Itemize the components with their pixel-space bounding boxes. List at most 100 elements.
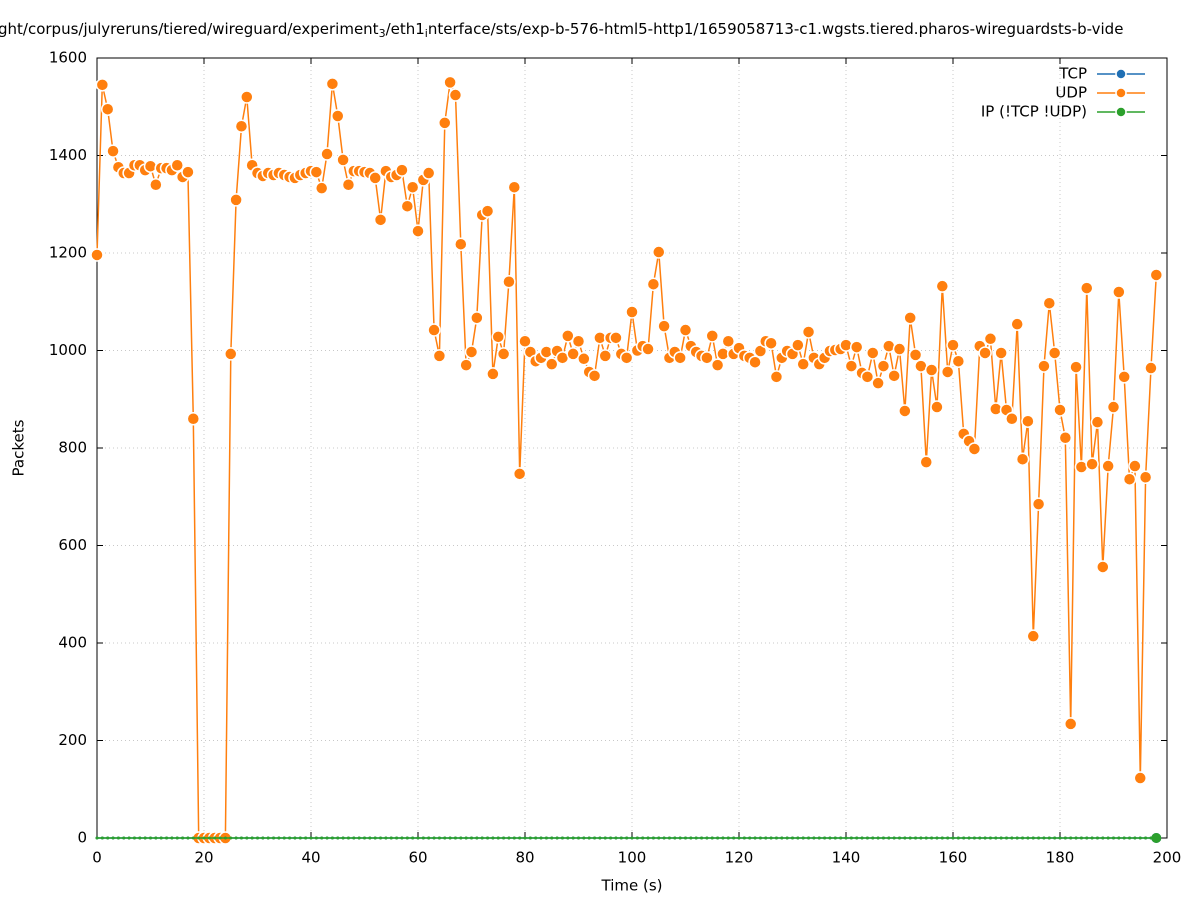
legend-marker [1115,87,1127,99]
data-point [946,836,950,840]
data-point [839,338,853,352]
data-point [304,836,308,840]
data-point [630,836,634,840]
data-point [1095,836,1099,840]
data-point [871,836,875,840]
chart-title: ght/corpus/julyreruns/tiered/wireguard/e… [0,20,1123,41]
data-point [892,342,907,356]
data-point [577,836,580,840]
data-point [694,836,698,840]
data-point [1005,412,1019,426]
data-point [1096,560,1110,574]
data-point [518,836,522,840]
data-point [571,836,575,840]
data-point [149,836,152,840]
data-point [100,102,115,116]
data-point [919,455,933,469]
data-point [651,836,655,840]
data-point [641,836,645,840]
data-point [122,836,126,840]
data-point [475,836,479,840]
data-point [550,836,554,840]
data-point [170,836,174,840]
data-point [240,90,254,104]
data-point [1144,836,1148,840]
data-point [716,836,720,840]
data-point [1005,836,1008,840]
title-part: /eth1 [386,20,425,38]
legend-label: TCP [1058,65,1087,83]
data-point [609,331,623,345]
data-point [924,363,939,377]
data-point [801,836,805,840]
data-point [1138,470,1153,484]
data-point [224,347,238,361]
data-point [914,836,918,840]
data-point [534,836,538,840]
data-point [972,836,976,840]
data-point [379,836,383,840]
data-point [1042,296,1057,310]
data-point [170,158,184,172]
data-point [587,836,591,840]
data-point [512,836,516,840]
data-point [721,836,725,840]
data-point [796,836,800,840]
data-point [443,836,447,840]
title-subscript: i [425,27,428,40]
data-point [555,836,559,840]
data-point [143,836,147,840]
data-point [1133,771,1147,785]
data-point [764,836,768,840]
series-line [96,79,1158,839]
data-point [432,836,436,840]
legend-label: UDP [1055,84,1087,102]
y-tick-label: 1400 [49,146,87,164]
data-point [1021,836,1025,840]
data-point [486,836,490,840]
data-point [470,836,473,840]
data-point [239,836,243,840]
data-point [1026,629,1040,643]
data-point [207,836,211,840]
data-point [983,836,987,840]
data-point [277,836,281,840]
data-point [849,340,864,354]
data-point [266,836,270,840]
data-point [919,836,923,840]
data-point [667,836,671,840]
data-point [223,836,227,840]
data-point [1133,836,1137,840]
data-point [90,248,104,262]
data-point [1069,360,1083,374]
data-point [855,836,859,840]
data-point [903,836,907,840]
y-tick-label: 1000 [49,341,87,359]
data-point [935,836,939,840]
data-point [898,404,912,418]
data-point [582,836,586,840]
data-point [710,836,714,840]
data-point [320,836,324,840]
data-point [1015,836,1019,840]
data-point [737,836,741,840]
data-point [1031,836,1035,840]
data-point [652,245,666,259]
data-point [903,311,917,325]
title-part: ght/corpus/julyreruns/tiered/wireguard/e… [0,20,379,38]
x-tick-label: 60 [408,849,427,867]
data-point [999,836,1003,840]
legend-marker [1115,106,1127,118]
data-point [748,836,752,840]
data-point [336,836,340,840]
data-point [833,836,837,840]
data-point [684,836,687,840]
data-point [186,412,201,426]
data-point [405,180,420,194]
data-point [213,836,217,840]
data-point [1138,836,1142,840]
data-point [700,836,704,840]
data-point [587,369,602,383]
legend-marker [1115,68,1127,80]
